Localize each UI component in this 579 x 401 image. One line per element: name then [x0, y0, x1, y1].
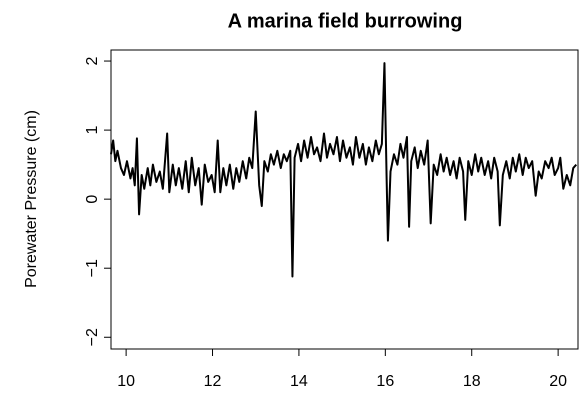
x-tick-label: 20: [549, 373, 567, 390]
chart-title: A marina field burrowing: [228, 10, 463, 32]
x-tick-label: 14: [290, 373, 308, 390]
x-tick-label: 10: [117, 373, 135, 390]
y-tick-label: −2: [84, 328, 101, 346]
y-tick-label: 2: [84, 57, 101, 66]
data-line: [110, 62, 578, 278]
x-tick-label: 18: [463, 373, 481, 390]
y-axis-label: Porewater Pressure (cm): [23, 110, 40, 288]
x-tick-label: 16: [376, 373, 394, 390]
y-tick-label: 0: [84, 195, 101, 204]
y-tick-label: −1: [84, 259, 101, 277]
y-tick-label: 1: [84, 126, 101, 135]
x-tick-label: 12: [204, 373, 222, 390]
